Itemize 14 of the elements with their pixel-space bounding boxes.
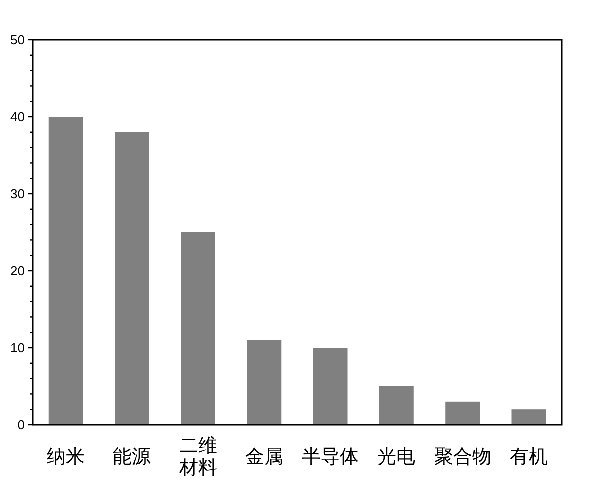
x-tick-label: 半导体	[302, 447, 360, 468]
x-tick-label: 有机	[510, 447, 548, 468]
x-tick-label: 纳米	[47, 447, 86, 468]
y-tick-label: 40	[10, 110, 25, 124]
x-tick-label: 光电	[378, 447, 416, 468]
x-tick-label: 金属	[245, 447, 284, 468]
x-tick-label: 能源	[113, 447, 152, 468]
y-tick-label: 50	[10, 32, 25, 48]
y-tick-label: 0	[18, 418, 25, 432]
y-tick-label: 30	[10, 186, 25, 202]
x-tick-label: 二维材料	[178, 435, 218, 479]
y-tick-label: 20	[10, 264, 25, 278]
y-tick-label: 10	[10, 340, 25, 356]
x-tick-label: 聚合物	[434, 447, 492, 468]
